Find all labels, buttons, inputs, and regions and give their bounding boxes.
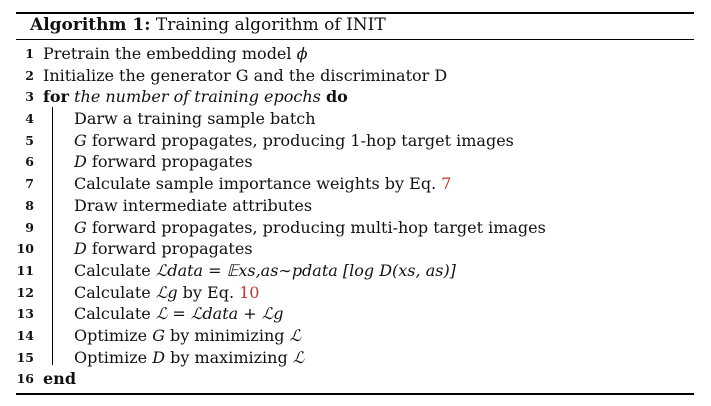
line-text: Optimize D by maximizing ℒ: [74, 347, 305, 367]
loop-condition: the number of training epochs: [74, 87, 321, 107]
loop-block-bar: [52, 107, 53, 365]
line-text: Darw a training sample batch: [74, 109, 316, 129]
line-number: 6: [25, 154, 34, 170]
line-number: 9: [25, 219, 34, 235]
algo-line-13: 13 Calculate ℒ = ℒdata + ℒg: [0, 303, 711, 325]
line-text: G forward propagates, producing multi-ho…: [74, 217, 546, 237]
line-number: 1: [25, 46, 34, 61]
line-number: 2: [25, 67, 34, 83]
algo-line-8: 8 Draw intermediate attributes: [0, 195, 711, 217]
line-number: 3: [25, 89, 34, 105]
algo-line-2: 2 Initialize the generator G and the dis…: [0, 65, 711, 87]
line-number: 7: [25, 176, 34, 192]
do-keyword: do: [325, 87, 348, 107]
line-text: Optimize G by minimizing ℒ: [74, 325, 302, 345]
algo-line-7: 7 Calculate sample importance weights by…: [0, 173, 711, 195]
algorithm-label: Algorithm 1:: [30, 15, 151, 35]
algorithm-title: Training algorithm of INIT: [155, 15, 386, 35]
line-text: Calculate sample importance weights by E…: [74, 174, 452, 194]
line-text: D forward propagates: [74, 152, 253, 172]
line-text: G forward propagates, producing 1-hop ta…: [74, 130, 514, 150]
algo-line-4: 4 Darw a training sample batch: [0, 108, 711, 130]
algorithm-body: 1 Pretrain the embedding model ϕ 2 Initi…: [0, 43, 711, 390]
algo-line-15: 15 Optimize D by maximizing ℒ: [0, 347, 711, 369]
caption-rule: [16, 39, 694, 40]
algorithm-caption: Algorithm 1: Training algorithm of INIT: [30, 12, 386, 39]
line-number: 12: [16, 284, 34, 300]
line-number: 5: [25, 132, 34, 148]
line-number: 13: [16, 306, 34, 322]
line-number: 4: [25, 111, 34, 127]
algo-line-1: 1 Pretrain the embedding model ϕ: [0, 43, 711, 65]
line-number: 15: [16, 349, 34, 365]
algo-line-3: 3 for the number of training epochs do: [0, 86, 711, 108]
algo-line-11: 11 Calculate ℒdata = 𝔼xs,as∼pdata [log D…: [0, 260, 711, 282]
line-text: D forward propagates: [74, 239, 253, 259]
end-keyword: end: [43, 369, 76, 389]
line-text: Initialize the generator G and the discr…: [43, 65, 448, 85]
bottom-rule: [16, 393, 694, 395]
algo-line-10: 10 D forward propagates: [0, 238, 711, 260]
equation-ref-link[interactable]: 7: [441, 174, 452, 194]
line-text: for the number of training epochs do: [43, 86, 348, 108]
line-text: Calculate ℒg by Eq. 10: [74, 282, 260, 302]
line-number: 11: [16, 262, 34, 278]
for-keyword: for: [43, 87, 69, 107]
loss-data-formula: ℒdata = 𝔼xs,as∼pdata [log D(xs, as)]: [155, 260, 456, 280]
line-text: Calculate ℒ = ℒdata + ℒg: [74, 304, 284, 324]
algo-line-6: 6 D forward propagates: [0, 151, 711, 173]
algo-line-5: 5 G forward propagates, producing 1-hop …: [0, 130, 711, 152]
algo-line-9: 9 G forward propagates, producing multi-…: [0, 217, 711, 239]
line-number: 8: [25, 197, 34, 213]
line-number: 14: [16, 327, 34, 343]
line-number: 16: [16, 371, 34, 387]
algo-line-14: 14 Optimize G by minimizing ℒ: [0, 325, 711, 347]
algo-line-12: 12 Calculate ℒg by Eq. 10: [0, 282, 711, 304]
line-text: Draw intermediate attributes: [74, 195, 313, 215]
top-rule: [16, 12, 694, 14]
line-number: 10: [16, 241, 34, 257]
line-text: Pretrain the embedding model ϕ: [43, 44, 308, 63]
line-text: Calculate ℒdata = 𝔼xs,as∼pdata [log D(xs…: [74, 260, 456, 280]
algo-line-16: 16 end: [0, 368, 711, 390]
equation-ref-link[interactable]: 10: [239, 282, 260, 302]
